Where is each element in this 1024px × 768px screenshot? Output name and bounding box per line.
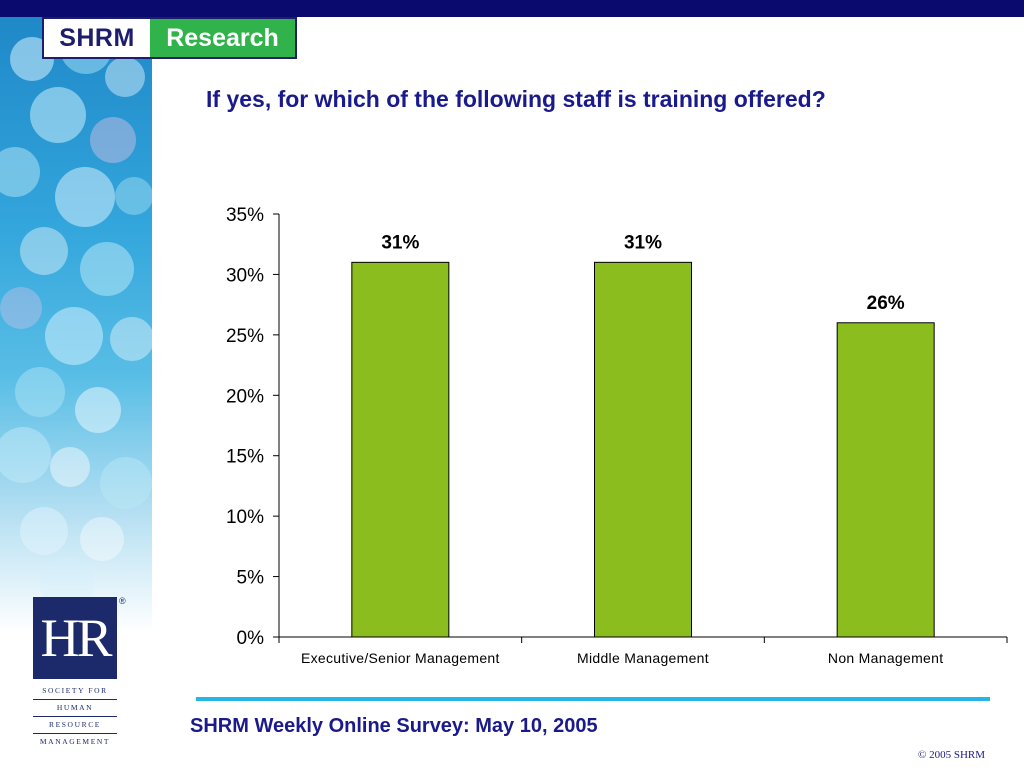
- y-tick-label: 5%: [237, 568, 265, 589]
- bokeh-circle: [15, 367, 65, 417]
- y-axis: 0% 5% 10% 15% 20% 25% 30% 35%: [226, 205, 280, 649]
- bokeh-circle: [105, 57, 145, 97]
- society-line: HUMAN: [33, 700, 117, 717]
- bar: [836, 322, 935, 638]
- society-name: SOCIETY FOR HUMAN RESOURCE MANAGEMENT: [33, 683, 117, 750]
- society-line: MANAGEMENT: [39, 737, 111, 746]
- bar: [351, 261, 450, 638]
- y-tick-label: 10%: [226, 507, 264, 528]
- bar-data-label: 26%: [867, 293, 905, 314]
- bokeh-circle: [55, 167, 115, 227]
- side-bokeh-decoration: [0, 17, 152, 768]
- bokeh-circle: [45, 307, 103, 365]
- top-bar: [0, 0, 1024, 17]
- bokeh-circle: [50, 447, 90, 487]
- bokeh-circle: [20, 227, 68, 275]
- bokeh-circle: [90, 117, 136, 163]
- x-category-label: Middle Management: [577, 650, 709, 666]
- y-tick-label: 0%: [237, 628, 265, 649]
- bokeh-circle: [0, 427, 51, 483]
- y-tick-label: 35%: [226, 205, 264, 226]
- bokeh-circle: [115, 177, 152, 215]
- logo-research-text: Research: [150, 19, 295, 57]
- bokeh-circle: [20, 507, 68, 555]
- x-category-label: Non Management: [828, 650, 944, 666]
- bar-chart: 0% 5% 10% 15% 20% 25% 30% 35% Executive/Senior …: [226, 205, 1008, 666]
- bokeh-circle: [75, 387, 121, 433]
- y-tick-label: 20%: [226, 386, 264, 407]
- society-line: RESOURCE: [33, 717, 117, 734]
- bokeh-circle: [80, 517, 124, 561]
- y-tick-label: 30%: [226, 265, 264, 286]
- hr-logo: HR: [33, 597, 117, 679]
- bokeh-circle: [0, 287, 42, 329]
- hr-logo-letters: HR: [40, 608, 112, 668]
- bar-data-label: 31%: [381, 232, 419, 253]
- bar: [594, 261, 692, 638]
- bars: 31% 31% 26%: [351, 232, 935, 638]
- society-line: SOCIETY FOR: [33, 683, 117, 700]
- bar-data-label: 31%: [624, 232, 662, 253]
- bokeh-circle: [80, 242, 134, 296]
- bokeh-circle: [30, 87, 86, 143]
- footer-divider: [196, 697, 990, 701]
- shrm-research-logo: SHRM Research: [42, 17, 297, 59]
- copyright: © 2005 SHRM: [918, 749, 986, 761]
- bokeh-circle: [100, 457, 152, 509]
- registered-mark: ®: [119, 596, 126, 606]
- y-tick-label: 15%: [226, 447, 264, 468]
- page-title: If yes, for which of the following staff…: [206, 86, 826, 112]
- logo-shrm-text: SHRM: [59, 23, 135, 52]
- survey-caption: SHRM Weekly Online Survey: May 10, 2005: [190, 715, 598, 737]
- bokeh-circle: [0, 147, 40, 197]
- x-category-label: Executive/Senior Management: [301, 650, 500, 666]
- bokeh-circle: [110, 317, 152, 361]
- x-axis: Executive/Senior Management Middle Manage…: [278, 636, 1008, 666]
- y-tick-label: 25%: [226, 326, 264, 347]
